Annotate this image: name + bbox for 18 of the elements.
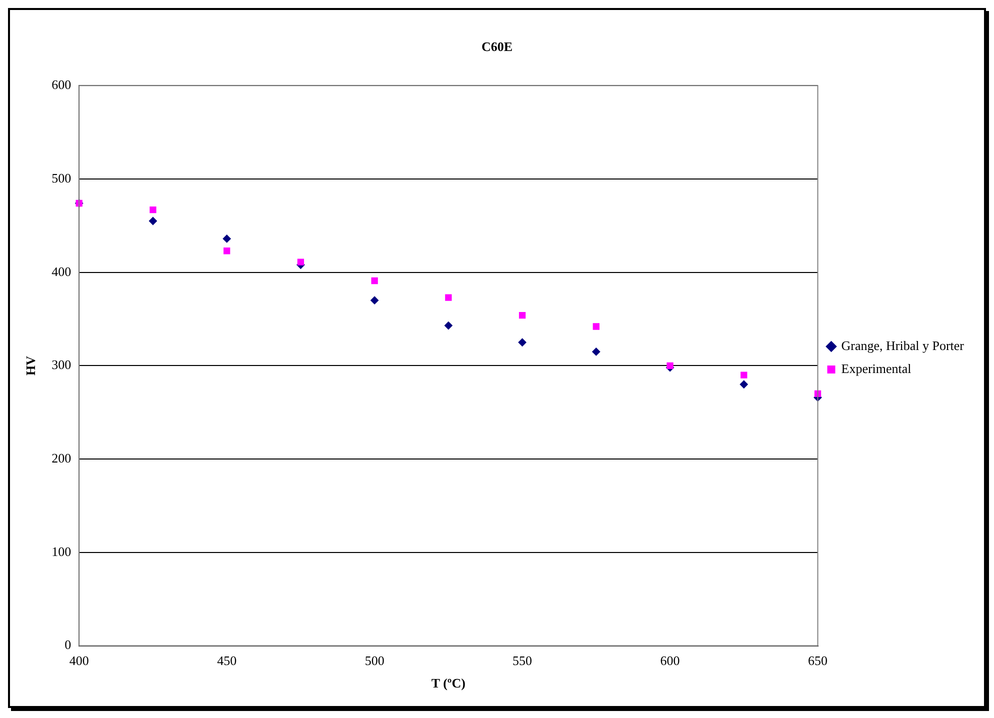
x-tick-label: 650 (808, 653, 828, 668)
x-tick-label: 450 (217, 653, 237, 668)
y-tick-label: 200 (52, 450, 72, 466)
x-tick-label: 400 (69, 653, 89, 668)
legend-label: Grange, Hribal y Porter (841, 338, 965, 353)
y-tick-label: 100 (52, 544, 72, 559)
y-tick-label: 500 (52, 170, 72, 186)
y-tick-label: 400 (52, 264, 72, 279)
x-tick-label: 600 (660, 653, 680, 668)
x-tick-label: 550 (512, 653, 532, 668)
chart-title: C60E (481, 39, 513, 54)
y-tick-label: 600 (52, 77, 72, 92)
x-tick-label: 500 (364, 653, 384, 668)
y-tick-label: 300 (52, 357, 72, 372)
y-tick-label: 0 (64, 637, 72, 652)
legend-label: Experimental (841, 360, 912, 376)
x-axis-title: T (ºC) (431, 676, 466, 691)
y-axis-title: HV (23, 355, 38, 376)
